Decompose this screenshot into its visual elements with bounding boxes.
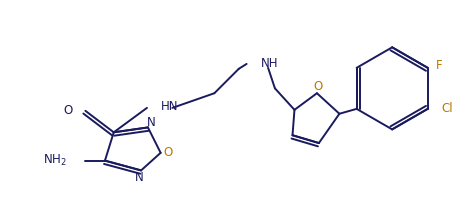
Text: O: O (63, 104, 73, 117)
Text: NH$_2$: NH$_2$ (43, 153, 67, 168)
Text: HN: HN (161, 100, 178, 114)
Text: NH: NH (261, 57, 279, 70)
Text: N: N (147, 116, 155, 129)
Text: O: O (164, 146, 173, 159)
Text: F: F (436, 59, 443, 72)
Text: O: O (313, 80, 322, 93)
Text: N: N (135, 171, 143, 184)
Text: Cl: Cl (441, 102, 453, 115)
